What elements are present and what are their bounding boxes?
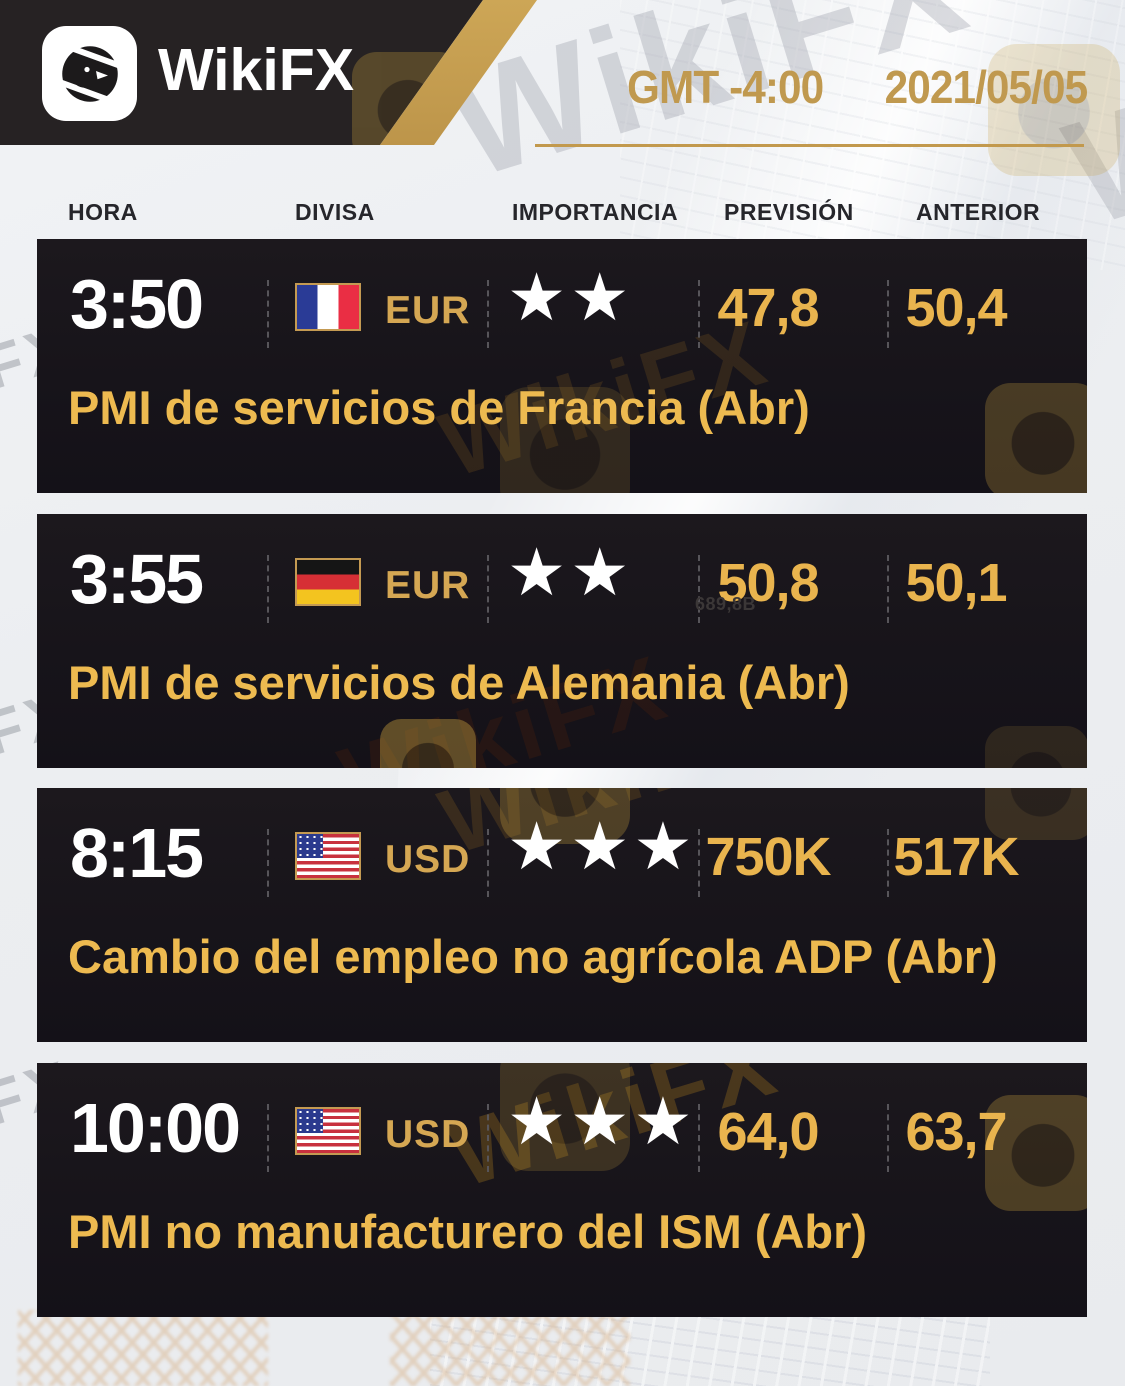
event-row-ism-non-manufacturing-pmi: WikiFX 10:00 USD ★★★ 64,0 63,7 PMI no ma… — [37, 1063, 1087, 1317]
column-header-anterior: ANTERIOR — [916, 199, 1041, 225]
column-header-prevision: PREVISIÓN — [724, 199, 854, 225]
previous-value: 63,7 — [905, 1102, 1007, 1162]
column-separator — [698, 280, 700, 348]
forecast-value: 64,0 — [717, 1102, 819, 1162]
column-separator — [267, 829, 269, 897]
importance-stars: ★★ — [507, 534, 634, 611]
event-row-adp-nonfarm-employment: WikiFX 8:15 USD ★★★ 750K 517K Cambio del… — [37, 788, 1087, 1042]
flag-usa-icon — [295, 832, 361, 880]
event-title: PMI de servicios de Alemania (Abr) — [68, 656, 850, 709]
importance-stars: ★★★ — [507, 808, 697, 885]
flag-germany-icon — [295, 558, 361, 606]
event-time: 8:15 — [70, 814, 204, 892]
wikifx-eagle-watermark-icon — [500, 788, 630, 844]
column-separator — [487, 1104, 489, 1172]
wikifx-eagle-watermark-icon — [985, 726, 1087, 768]
wikifx-logo — [42, 26, 137, 121]
event-title: PMI no manufacturero del ISM (Abr) — [68, 1205, 868, 1258]
residual-note: 689,8B — [695, 594, 757, 614]
previous-value: 517K — [893, 827, 1019, 887]
header: WikiFX GMT -4:00 2021/05/05 — [0, 0, 1125, 160]
previous-value: 50,4 — [905, 278, 1007, 338]
event-time: 10:00 — [70, 1089, 241, 1167]
header-meta: GMT -4:00 2021/05/05 — [627, 60, 1088, 114]
column-separator — [698, 555, 700, 623]
column-separator — [487, 555, 489, 623]
event-time: 3:55 — [70, 540, 204, 618]
wikifx-eagle-watermark-icon — [985, 788, 1087, 840]
event-title: Cambio del empleo no agrícola ADP (Abr) — [68, 930, 998, 983]
event-time: 3:50 — [70, 265, 204, 343]
event-row-france-services-pmi: WikiFX 3:50 EUR ★★ 47,8 50,4 PMI de serv… — [37, 239, 1087, 493]
column-separator — [887, 555, 889, 623]
column-separator — [267, 1104, 269, 1172]
eagle-icon — [59, 42, 121, 106]
column-separator — [487, 829, 489, 897]
column-separator — [887, 1104, 889, 1172]
gold-underline — [535, 144, 1084, 147]
brand-title: WikiFX — [158, 37, 355, 103]
currency-label: USD — [385, 1113, 471, 1156]
wikifx-eagle-watermark-icon — [500, 387, 630, 493]
event-title: PMI de servicios de Francia (Abr) — [68, 381, 810, 434]
column-header-importancia: IMPORTANCIA — [512, 199, 679, 225]
column-separator — [887, 280, 889, 348]
forecast-value: 750K — [705, 827, 831, 887]
date-label: 2021/05/05 — [884, 61, 1088, 113]
flag-usa-icon — [295, 1107, 361, 1155]
column-separator — [267, 555, 269, 623]
flag-france-icon — [295, 283, 361, 331]
previous-value: 50,1 — [905, 553, 1007, 613]
column-separator — [487, 280, 489, 348]
wikifx-eagle-watermark-icon — [985, 383, 1087, 493]
building-photo-texture — [18, 1310, 268, 1386]
building-photo-texture — [390, 1310, 630, 1386]
column-separator — [698, 1104, 700, 1172]
importance-stars: ★★★ — [507, 1083, 697, 1160]
wikifx-eagle-watermark-icon — [500, 1063, 630, 1171]
column-separator — [887, 829, 889, 897]
column-header-divisa: DIVISA — [295, 199, 375, 225]
column-separator — [698, 829, 700, 897]
timezone-label: GMT -4:00 — [627, 61, 824, 113]
currency-label: EUR — [385, 564, 471, 607]
wikifx-eagle-watermark-icon — [985, 1095, 1087, 1211]
wikifx-eagle-watermark-icon — [988, 44, 1120, 176]
importance-stars: ★★ — [507, 259, 634, 336]
currency-label: USD — [385, 838, 471, 881]
building-window-grid — [620, 0, 1125, 270]
column-separator — [267, 280, 269, 348]
forecast-value: 47,8 — [717, 278, 819, 338]
column-header-hora: HORA — [68, 199, 138, 225]
event-row-germany-services-pmi: WikiFX 3:55 EUR ★★ 50,8 50,1 689,8B PMI … — [37, 514, 1087, 768]
forecast-value: 50,8 — [717, 553, 819, 613]
wikifx-eagle-watermark-icon — [380, 719, 476, 768]
currency-label: EUR — [385, 289, 471, 332]
